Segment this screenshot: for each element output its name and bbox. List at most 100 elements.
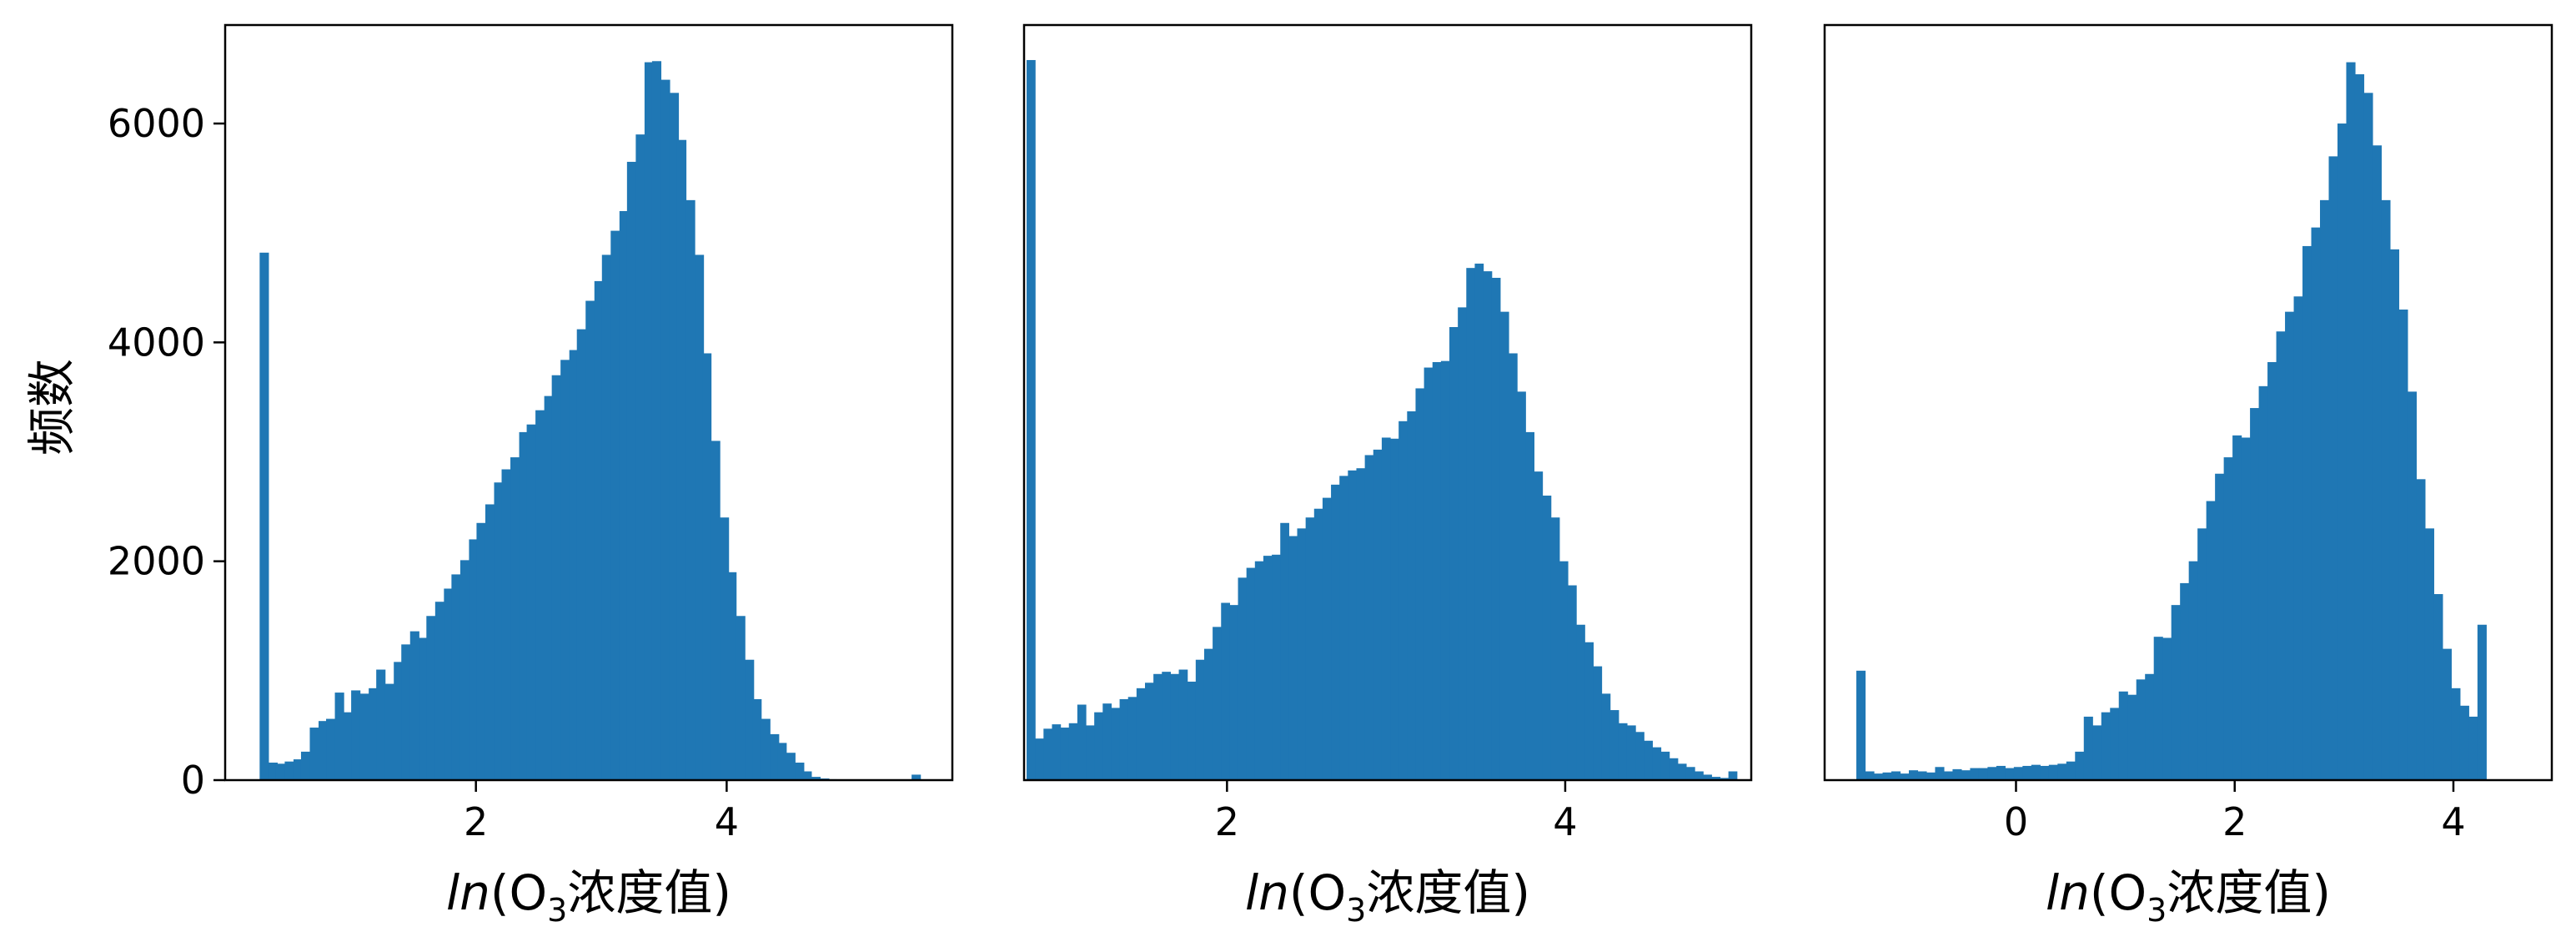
y-axis-label: 频数 bbox=[23, 359, 80, 456]
histogram-bar bbox=[2285, 311, 2295, 780]
histogram-bar bbox=[1720, 778, 1730, 780]
histogram-bar bbox=[669, 93, 680, 780]
histogram-bar bbox=[268, 763, 278, 780]
histogram-bar bbox=[1313, 508, 1323, 780]
histogram-bar bbox=[2013, 767, 2023, 780]
histogram-bar bbox=[1900, 773, 1910, 780]
histogram-bar bbox=[1195, 659, 1205, 780]
svg-text:ln(O3浓度值): ln(O3浓度值) bbox=[1245, 864, 1530, 929]
histogram-bar bbox=[752, 698, 762, 780]
histogram-bar bbox=[1576, 624, 1585, 780]
histogram-bar bbox=[1035, 738, 1044, 780]
histogram-bar bbox=[1550, 517, 1560, 780]
histogram-bar bbox=[610, 230, 620, 781]
histogram-bar bbox=[1027, 59, 1036, 781]
histogram-bar bbox=[501, 469, 511, 780]
histogram-bar bbox=[300, 751, 311, 780]
histogram-bar bbox=[401, 644, 411, 780]
histogram-bar bbox=[911, 774, 921, 780]
histogram-bar bbox=[1483, 271, 1493, 780]
histogram-bar bbox=[1052, 724, 1062, 780]
x-tick-label: 2 bbox=[464, 799, 488, 844]
histogram-bar bbox=[736, 616, 746, 780]
histogram-bar bbox=[1272, 554, 1281, 780]
histogram-bar bbox=[2005, 768, 2015, 780]
x-tick-label: 4 bbox=[715, 799, 739, 844]
ticks-3: 0 2 4 bbox=[2004, 780, 2466, 844]
histogram-bar bbox=[2337, 123, 2348, 781]
histogram-bar bbox=[711, 441, 721, 780]
histogram-bar bbox=[309, 728, 319, 780]
x-axis-label-2: ln(O3浓度值) bbox=[1245, 864, 1530, 929]
ticks-1: 2 4 0 2000 4000 6000 bbox=[108, 101, 739, 844]
x-axis-label-ln: ln bbox=[446, 864, 490, 921]
histogram-bar bbox=[2477, 624, 2487, 780]
histogram-bar bbox=[1213, 627, 1222, 780]
x-tick-label: 4 bbox=[2441, 799, 2465, 844]
histogram-bar bbox=[1525, 431, 1535, 780]
histogram-bar bbox=[1111, 708, 1121, 780]
histogram-bar bbox=[1865, 771, 1875, 780]
histogram-bar bbox=[1424, 367, 1434, 780]
histogram-bar bbox=[1094, 712, 1103, 780]
histogram-bar bbox=[685, 199, 695, 781]
histogram-bar bbox=[2101, 712, 2111, 780]
histogram-bar bbox=[1644, 740, 1653, 780]
histogram-bar bbox=[376, 669, 386, 780]
histogram-bar bbox=[1685, 767, 1695, 780]
histogram-bar bbox=[802, 771, 812, 780]
histogram-bar bbox=[777, 743, 787, 780]
histogram-bar bbox=[2197, 528, 2207, 780]
histogram-bar bbox=[2040, 765, 2050, 780]
histogram-bar bbox=[485, 504, 495, 780]
histogram-bar bbox=[2153, 637, 2163, 780]
histogram-bar bbox=[770, 733, 780, 780]
histogram-bar bbox=[1263, 556, 1273, 780]
histogram-bar bbox=[1626, 725, 1636, 780]
histogram-bar bbox=[1145, 683, 1154, 780]
plot-frame-1 bbox=[223, 23, 954, 782]
histogram-bar bbox=[1339, 476, 1348, 780]
histogram-bar bbox=[1891, 771, 1901, 780]
histogram-bar bbox=[1935, 767, 1945, 780]
histogram-bar bbox=[695, 254, 705, 780]
histogram-bar bbox=[326, 718, 336, 780]
histogram-bar bbox=[1584, 642, 1594, 780]
histogram-bar bbox=[1874, 773, 1884, 780]
histogram-bar bbox=[2057, 763, 2067, 780]
histogram-bars-1 bbox=[259, 61, 921, 781]
histogram-bar bbox=[384, 683, 394, 780]
histogram-bar bbox=[1952, 768, 1962, 780]
histogram-bar bbox=[2083, 716, 2093, 780]
histogram-bar bbox=[1449, 327, 1459, 780]
histogram-bar bbox=[1978, 768, 1988, 780]
histogram-bar bbox=[1305, 517, 1315, 780]
histogram-bar bbox=[2311, 227, 2321, 780]
histogram-bar bbox=[2223, 457, 2233, 780]
histogram-bar bbox=[1499, 311, 1509, 780]
histogram-bar bbox=[2241, 437, 2251, 780]
histogram-bar bbox=[1669, 758, 1679, 780]
histogram-bar bbox=[1440, 360, 1450, 780]
plot-frame-2 bbox=[1022, 23, 1753, 782]
histogram-bar bbox=[811, 777, 821, 780]
histogram-bar bbox=[1466, 268, 1476, 780]
histogram-bar bbox=[2162, 637, 2172, 780]
histogram-bar bbox=[2389, 249, 2400, 780]
histogram-bar bbox=[1474, 263, 1484, 780]
histogram-bar bbox=[1711, 777, 1721, 780]
histogram-bar bbox=[1491, 277, 1501, 781]
histogram-bar bbox=[1102, 703, 1112, 780]
histogram-bar bbox=[761, 718, 771, 780]
histogram-bar bbox=[585, 300, 595, 780]
histogram-bar bbox=[1119, 698, 1129, 780]
histogram-bar bbox=[1238, 577, 1248, 780]
histogram-bar bbox=[1398, 421, 1408, 780]
histogram-bar bbox=[2424, 528, 2434, 780]
histogram-bar bbox=[2381, 199, 2391, 781]
histogram-bar bbox=[409, 631, 419, 780]
histogram-bar bbox=[434, 602, 444, 780]
histogram-bar bbox=[619, 210, 629, 781]
histogram-bar bbox=[1187, 681, 1197, 780]
histogram-bar bbox=[2302, 245, 2312, 780]
